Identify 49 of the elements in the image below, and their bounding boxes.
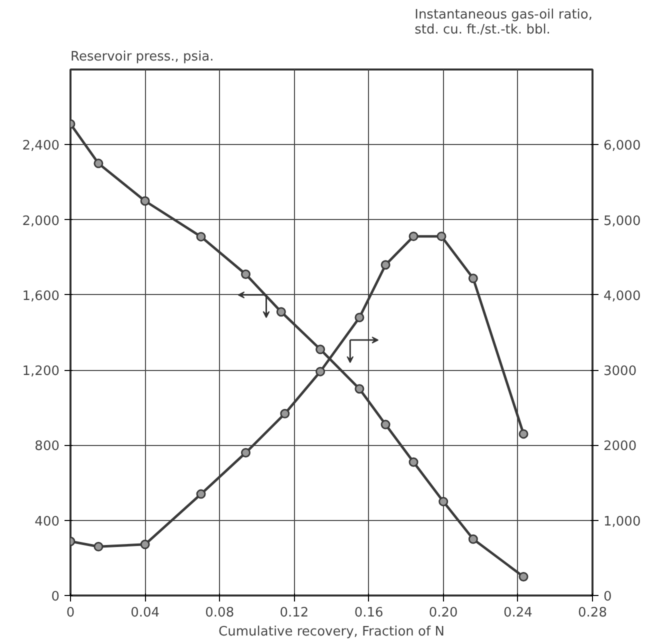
- point: [354, 312, 364, 322]
- point: [436, 232, 446, 242]
- x-tick-label: 0.24: [503, 606, 532, 620]
- point: [380, 260, 390, 270]
- y2-axis-title: Instantaneous gas-oil ratio, std. cu. ft./st.-tk. bbl.: [414, 8, 593, 38]
- point: [240, 270, 250, 280]
- y-tick-label: 2,400: [22, 138, 60, 154]
- point: [316, 366, 326, 376]
- point: [196, 489, 206, 499]
- point: [408, 232, 418, 242]
- y-tick-label: 0: [51, 590, 60, 604]
- x-tick-label: 0.04: [130, 606, 160, 620]
- y2-tick-label: 2000: [604, 439, 637, 454]
- x-tick-label: 0: [66, 606, 75, 620]
- point: [94, 542, 104, 552]
- x-tick-label: 0.12: [280, 606, 309, 620]
- y2-tick-label: 1,000: [604, 514, 641, 530]
- point: [518, 572, 528, 582]
- point: [468, 274, 478, 284]
- point: [438, 496, 448, 506]
- point: [408, 457, 418, 467]
- point: [140, 196, 150, 206]
- point: [94, 158, 104, 168]
- point: [354, 384, 364, 394]
- y-tick-label: 400: [34, 514, 60, 530]
- point: [468, 534, 478, 544]
- point: [240, 448, 250, 458]
- y2-tick-label: 4,000: [604, 288, 641, 304]
- x-axis-title: Cumulative recovery, Fraction of N: [218, 624, 444, 640]
- y-tick-label: 1,600: [22, 288, 60, 304]
- point: [380, 420, 390, 430]
- x-tick-label: 0.20: [428, 606, 458, 620]
- y-tick-label: 1,200: [22, 364, 60, 380]
- point: [280, 408, 290, 418]
- y-axis-title: Reservoir press., psia.: [70, 50, 214, 64]
- y-tick-label: 800: [34, 439, 60, 454]
- x-tick-label: 0.16: [354, 606, 384, 620]
- y-tick-label: 2,000: [22, 214, 60, 229]
- point: [196, 232, 206, 242]
- point: [140, 540, 150, 550]
- y2-tick-label: 3000: [604, 364, 637, 380]
- y2-tick-label: 0: [604, 590, 612, 604]
- point: [276, 307, 286, 317]
- x-tick-label: 0.28: [578, 606, 607, 620]
- point: [518, 429, 528, 439]
- x-tick-label: 0.08: [205, 606, 234, 620]
- y2-tick-label: 6,000: [604, 138, 641, 154]
- y2-tick-label: 5,000: [604, 214, 641, 229]
- point: [316, 344, 326, 354]
